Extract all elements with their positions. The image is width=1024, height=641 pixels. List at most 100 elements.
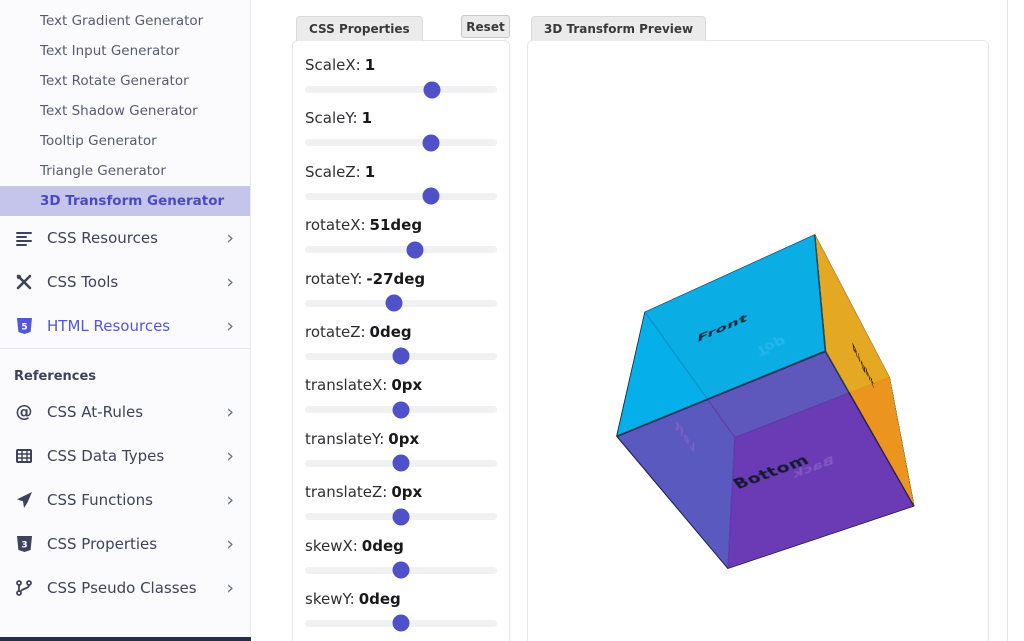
sidebar-nav-row[interactable]: @ CSS At-Rules ›: [0, 390, 250, 434]
slider-label: translateY: 0px: [305, 429, 420, 448]
slider-row: ScaleX: 1: [293, 54, 509, 107]
slider-list: ScaleX: 1 ScaleY: 1 ScaleZ: 1 rotateX: 51deg…: [293, 41, 509, 641]
sidebar-generator-item[interactable]: Triangle Generator: [0, 156, 250, 186]
slider-value: 1: [361, 109, 373, 128]
sidebar-nav-label: CSS Data Types: [47, 447, 165, 465]
slider-value: 0deg: [358, 589, 401, 608]
chevron-right-icon: ›: [226, 226, 234, 249]
slider-thumb[interactable]: [422, 187, 440, 205]
html5-shield-icon: 5: [14, 316, 34, 336]
cube-face-label: Front: [697, 312, 748, 346]
slider-label: translateX: 0px: [305, 376, 423, 395]
branch-icon: [14, 578, 34, 598]
references-header: References: [14, 369, 97, 384]
sidebar: Text Gradient Generator Text Input Gener…: [0, 0, 251, 641]
slider-label: skewX: 0deg: [305, 536, 404, 555]
sidebar-generator-item[interactable]: Tooltip Generator: [0, 126, 250, 156]
slider-track[interactable]: [305, 508, 497, 526]
tab-css-properties[interactable]: CSS Properties: [296, 16, 423, 41]
slider-track[interactable]: [305, 241, 497, 259]
chevron-right-icon: ›: [226, 532, 234, 555]
tab-3d-transform-preview[interactable]: 3D Transform Preview: [531, 16, 707, 41]
list-lines-icon: [14, 228, 34, 248]
chevron-right-icon: ›: [226, 314, 234, 337]
sidebar-item-active[interactable]: 3D Transform Generator: [0, 186, 250, 216]
sidebar-nav-row[interactable]: CSS Functions ›: [0, 478, 250, 522]
slider-value: 0px: [391, 483, 423, 502]
slider-thumb[interactable]: [422, 134, 440, 152]
slider-label: ScaleY: 1: [305, 109, 373, 128]
slider-row: translateZ: 0px: [293, 481, 509, 534]
svg-text:3: 3: [21, 541, 27, 551]
sidebar-nav-label: CSS Properties: [47, 535, 158, 553]
slider-row: skewX: 0deg: [293, 535, 509, 588]
sidebar-nav-row[interactable]: 3 CSS Properties ›: [0, 522, 250, 566]
slider-value: 1: [364, 162, 376, 181]
cube-scene: Front Back Right Left Top Bottom: [616, 234, 915, 570]
chevron-right-icon: ›: [226, 270, 234, 293]
generator-list: Text Gradient Generator Text Input Gener…: [0, 0, 250, 216]
slider-label: ScaleZ: 1: [305, 162, 376, 181]
slider-value: 0px: [391, 376, 423, 395]
slider-value: 0deg: [361, 536, 404, 555]
sidebar-generator-item[interactable]: Text Input Generator: [0, 36, 250, 66]
slider-track[interactable]: [305, 187, 497, 205]
slider-row: ScaleZ: 1: [293, 161, 509, 214]
sidebar-nav-row[interactable]: 5 HTML Resources ›: [0, 304, 250, 348]
reference-list: @ CSS At-Rules › CSS Data Types › CSS Fu…: [0, 390, 250, 610]
slider-row: ScaleY: 1: [293, 107, 509, 160]
sidebar-nav-label: CSS Tools: [47, 273, 119, 291]
sidebar-generator-item[interactable]: Text Shadow Generator: [0, 96, 250, 126]
sidebar-item-label: Text Rotate Generator: [40, 73, 189, 89]
at-symbol-icon: @: [15, 402, 33, 422]
reset-button[interactable]: Reset: [461, 15, 510, 38]
sidebar-item-label: Text Shadow Generator: [40, 103, 198, 119]
slider-track[interactable]: [305, 347, 497, 365]
slider-label: rotateY: -27deg: [305, 269, 426, 288]
slider-label: skewY: 0deg: [305, 589, 401, 608]
sidebar-item-label: Triangle Generator: [40, 163, 166, 179]
css3-shield-icon: 3: [14, 534, 34, 554]
slider-label: rotateZ: 0deg: [305, 322, 412, 341]
slider-thumb[interactable]: [392, 454, 410, 472]
slider-thumb[interactable]: [392, 508, 410, 526]
sidebar-item-label: 3D Transform Generator: [40, 193, 225, 209]
sidebar-nav-row[interactable]: CSS Pseudo Classes ›: [0, 566, 250, 610]
sidebar-nav-row[interactable]: CSS Resources ›: [0, 216, 250, 260]
slider-track[interactable]: [305, 614, 497, 632]
slider-thumb[interactable]: [392, 614, 410, 632]
sidebar-nav-row[interactable]: CSS Data Types ›: [0, 434, 250, 478]
slider-track[interactable]: [305, 401, 497, 419]
chevron-right-icon: ›: [226, 576, 234, 599]
slider-track[interactable]: [305, 294, 497, 312]
slider-thumb[interactable]: [406, 241, 424, 259]
sidebar-item-label: Text Gradient Generator: [40, 13, 204, 29]
slider-thumb[interactable]: [392, 561, 410, 579]
slider-row: rotateY: -27deg: [293, 268, 509, 321]
slider-thumb[interactable]: [392, 401, 410, 419]
sidebar-item-label: Text Input Generator: [40, 43, 180, 59]
cube: Front Back Right Left Top Bottom: [616, 234, 915, 570]
sidebar-divider: [0, 348, 250, 349]
slider-label: translateZ: 0px: [305, 483, 423, 502]
slider-track[interactable]: [305, 81, 497, 98]
slider-value: -27deg: [366, 269, 426, 288]
slider-track[interactable]: [305, 454, 497, 472]
slider-thumb[interactable]: [385, 294, 403, 312]
slider-value: 0px: [388, 429, 420, 448]
svg-text:5: 5: [21, 323, 27, 333]
css-properties-panel: ScaleX: 1 ScaleY: 1 ScaleZ: 1 rotateX: 51deg…: [292, 40, 510, 641]
slider-row: translateY: 0px: [293, 428, 509, 481]
slider-thumb[interactable]: [392, 347, 410, 365]
sidebar-generator-item[interactable]: Text Rotate Generator: [0, 66, 250, 96]
slider-value: 51deg: [369, 216, 423, 235]
cube-face-label: Bottom: [730, 451, 813, 493]
preview-panel: Front Back Right Left Top Bottom: [527, 40, 989, 641]
slider-track[interactable]: [305, 561, 497, 579]
sidebar-nav-row[interactable]: CSS Tools ›: [0, 260, 250, 304]
slider-track[interactable]: [305, 134, 497, 152]
sidebar-generator-item[interactable]: Text Gradient Generator: [0, 6, 250, 36]
slider-row: translateX: 0px: [293, 374, 509, 427]
slider-thumb[interactable]: [423, 81, 441, 98]
